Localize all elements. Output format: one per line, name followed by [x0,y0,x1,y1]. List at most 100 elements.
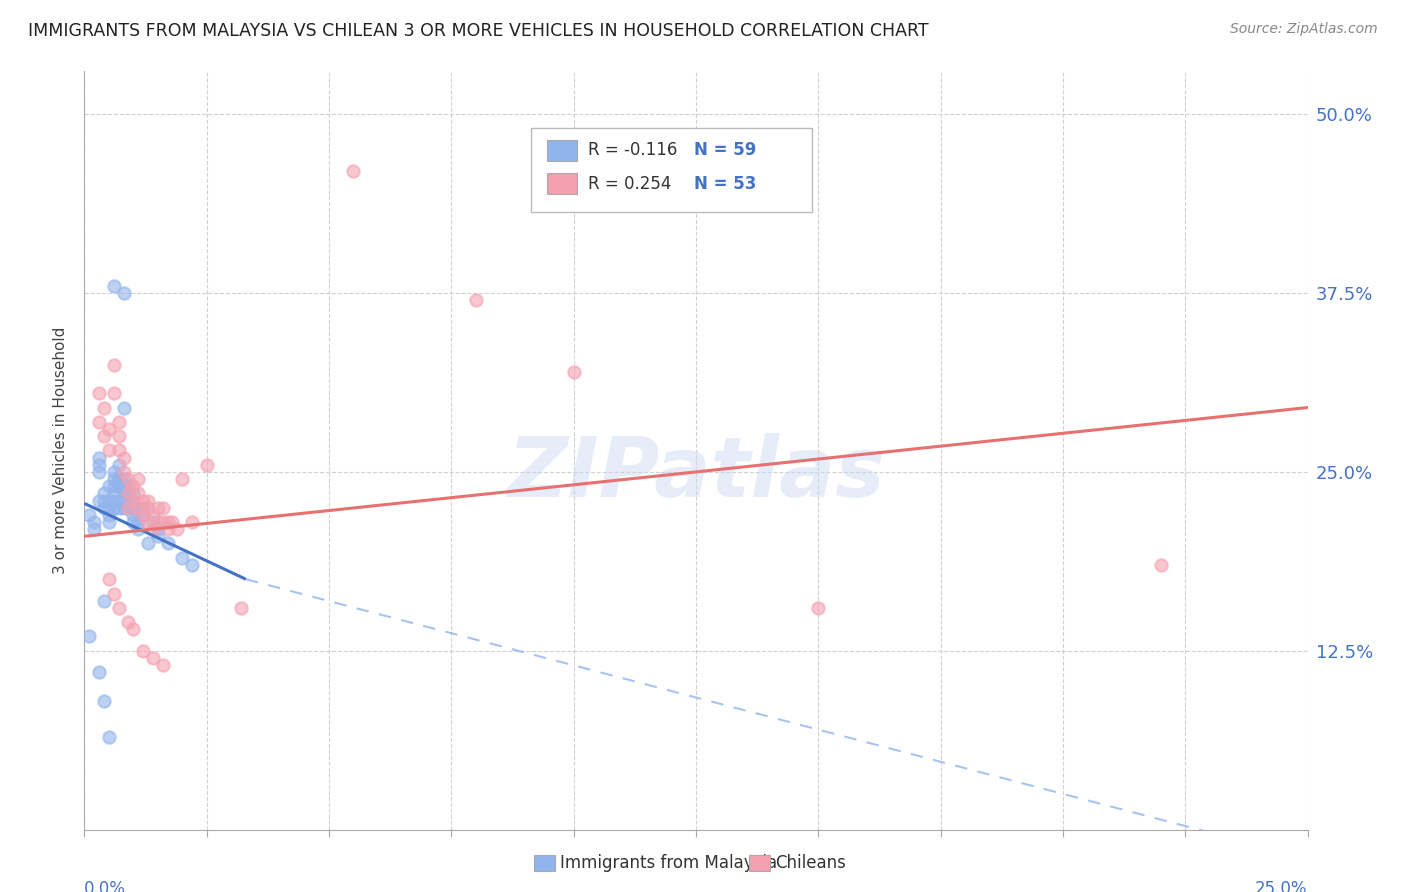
Point [127,515,149,529]
Y-axis label: 3 or more Vehicles in Household: 3 or more Vehicles in Household [53,326,69,574]
Point [132,508,155,522]
Point [156,522,179,536]
Point [117,500,139,515]
Point [127,472,149,486]
Point [112,401,135,415]
Point [107,443,129,458]
Point [156,536,179,550]
FancyBboxPatch shape [531,128,813,211]
Point [107,600,129,615]
Point [172,550,194,565]
Point [117,486,139,500]
Point [112,493,135,508]
Point [112,465,135,479]
Text: Source: ZipAtlas.com: Source: ZipAtlas.com [1230,22,1378,37]
Point [107,493,129,508]
Point [152,500,174,515]
Point [97,508,120,522]
Point [103,386,125,401]
Point [136,493,159,508]
Point [127,486,149,500]
Text: Chileans: Chileans [775,854,845,871]
Point [103,479,125,493]
Point [87,465,110,479]
Point [97,422,120,436]
Point [142,522,165,536]
Point [142,508,165,522]
Point [117,479,139,493]
Point [107,479,129,493]
Point [93,486,115,500]
Text: ZIPatlas: ZIPatlas [508,433,884,514]
Point [122,479,145,493]
Point [122,493,145,508]
Point [166,522,188,536]
Point [103,358,125,372]
Point [136,536,159,550]
Point [146,515,169,529]
Point [122,500,145,515]
Point [97,730,120,744]
Point [83,515,105,529]
Text: N = 59: N = 59 [693,141,756,159]
Point [112,286,135,301]
Point [103,500,125,515]
Point [152,658,174,673]
Point [103,586,125,600]
Point [87,493,110,508]
Point [117,472,139,486]
Point [112,500,135,515]
Point [87,386,110,401]
Point [107,500,129,515]
Point [103,465,125,479]
Point [117,500,139,515]
Point [112,479,135,493]
Point [122,622,145,636]
Point [97,500,120,515]
Point [132,500,155,515]
Point [87,415,110,429]
Point [97,515,120,529]
Point [83,522,105,536]
Point [93,694,115,708]
Point [136,500,159,515]
Point [181,558,204,572]
Point [146,522,169,536]
Point [97,493,120,508]
Point [562,365,585,379]
Point [172,472,194,486]
Point [122,515,145,529]
FancyBboxPatch shape [547,139,578,161]
Text: 25.0%: 25.0% [1256,880,1308,892]
Text: IMMIGRANTS FROM MALAYSIA VS CHILEAN 3 OR MORE VEHICLES IN HOUSEHOLD CORRELATION : IMMIGRANTS FROM MALAYSIA VS CHILEAN 3 OR… [28,22,929,40]
Point [103,486,125,500]
Text: 0.0%: 0.0% [84,880,127,892]
Point [93,493,115,508]
Point [156,515,179,529]
Point [77,629,100,643]
Point [117,615,139,629]
Point [93,401,115,415]
Point [142,515,165,529]
Point [122,486,145,500]
Point [77,508,100,522]
Point [97,443,120,458]
Text: Immigrants from Malaysia: Immigrants from Malaysia [560,854,776,871]
Point [97,572,120,586]
Point [112,472,135,486]
Point [195,458,218,472]
Point [342,164,364,178]
Text: R = 0.254: R = 0.254 [588,175,672,193]
Point [87,458,110,472]
Point [132,508,155,522]
Point [181,515,204,529]
Point [112,486,135,500]
Point [122,493,145,508]
Point [107,415,129,429]
Point [93,593,115,607]
Text: N = 53: N = 53 [693,175,756,193]
Point [132,493,155,508]
Point [162,515,184,529]
Point [107,458,129,472]
Point [1150,558,1173,572]
